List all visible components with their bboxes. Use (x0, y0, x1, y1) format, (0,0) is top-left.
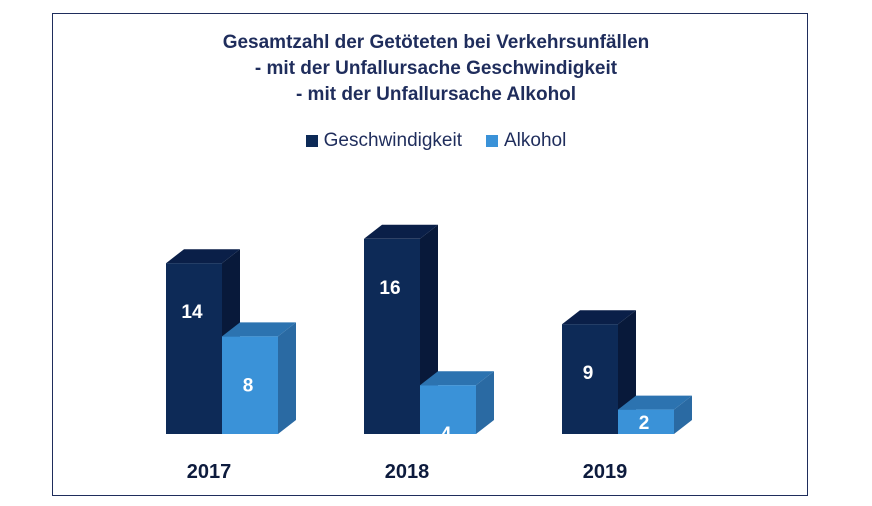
chart-title: Gesamtzahl der Getöteten bei Verkehrsunf… (0, 30, 872, 108)
bar-side-alkohol-2018 (476, 371, 494, 434)
bar-top-alkohol-2018 (420, 371, 494, 386)
bar-alkohol-2018 (420, 385, 476, 434)
category-label-2017: 2017 (187, 461, 232, 483)
value-label-geschwindigkeit-2017: 14 (181, 302, 203, 323)
bar-alkohol-2017 (222, 336, 278, 434)
bar-top-alkohol-2019 (618, 395, 692, 410)
value-label-alkohol-2017: 8 (243, 375, 254, 396)
bar-geschwindigkeit-2017 (166, 263, 222, 434)
legend-swatch-geschwindigkeit (305, 135, 318, 147)
legend-label-alkohol: Alkohol (504, 130, 567, 151)
title-line-1: Gesamtzahl der Getöteten bei Verkehrsunf… (222, 32, 650, 53)
value-label-alkohol-2018: 4 (441, 424, 452, 445)
legend-item-geschwindigkeit: Geschwindigkeit (305, 130, 462, 152)
bar-side-alkohol-2019 (674, 395, 692, 434)
legend-swatch-alkohol (486, 135, 498, 147)
bar-top-geschwindigkeit-2017 (166, 249, 240, 264)
value-label-geschwindigkeit-2018: 16 (379, 278, 400, 299)
bar-alkohol-2019 (618, 409, 674, 434)
bar-geschwindigkeit-2018 (364, 238, 420, 434)
bar-top-alkohol-2017 (222, 322, 296, 337)
bar-side-alkohol-2017 (278, 322, 296, 434)
category-label-2019: 2019 (583, 461, 628, 483)
legend-item-alkohol: Alkohol (486, 130, 566, 152)
bar-top-geschwindigkeit-2018 (364, 224, 438, 239)
title-line-3: - mit der Unfallursache Alkohol (295, 84, 577, 105)
value-label-alkohol-2019: 2 (639, 413, 650, 434)
category-label-2018: 2018 (385, 461, 430, 483)
chart-legend: Geschwindigkeit Alkohol (0, 130, 872, 152)
bar-geschwindigkeit-2019 (562, 324, 618, 434)
title-line-2: - mit der Unfallursache Geschwindigkeit (254, 58, 618, 79)
legend-label-geschwindigkeit: Geschwindigkeit (323, 130, 462, 151)
bar-top-geschwindigkeit-2019 (562, 310, 636, 325)
value-label-geschwindigkeit-2019: 9 (583, 363, 594, 384)
